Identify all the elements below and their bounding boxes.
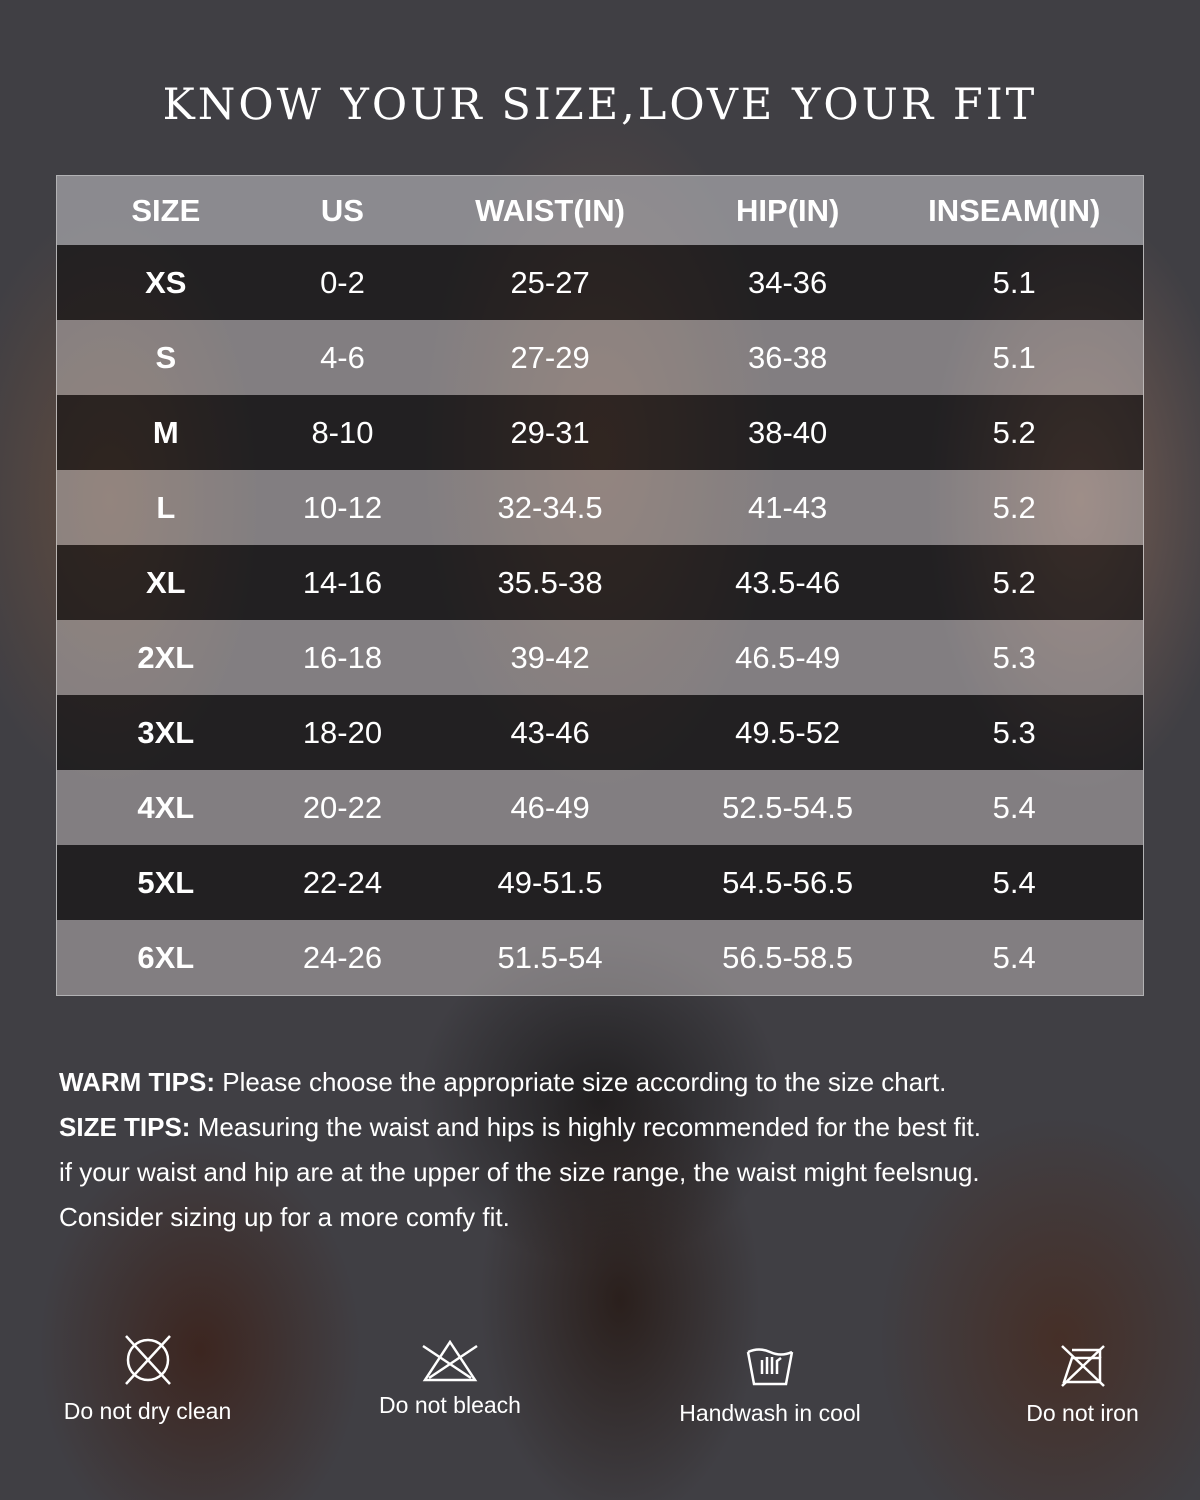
table-cell: 34-36 [748, 264, 828, 300]
table-cell: 46-49 [510, 789, 590, 825]
table-cell: 5.2 [992, 414, 1036, 450]
table-cell: 20-22 [302, 789, 383, 825]
do-not-bleach-icon [422, 1340, 478, 1382]
warm-tips-text: Please choose the appropriate size accor… [215, 1067, 947, 1097]
table-cell: 5.3 [992, 639, 1036, 675]
size-tips-label: SIZE TIPS: [59, 1112, 191, 1142]
table-cell: 41-43 [748, 489, 828, 525]
do-not-dry-clean-icon [124, 1335, 171, 1385]
header-cell: SIZE [131, 192, 201, 228]
table-cell: 38-40 [748, 414, 828, 450]
size-cell: XS [145, 264, 187, 300]
table-cell: 52.5-54.5 [722, 789, 854, 825]
table-cell: 14-16 [302, 564, 383, 600]
do-not-iron-icon [1060, 1345, 1105, 1387]
table-cell: 4-6 [320, 339, 365, 375]
table-cell: 51.5-54 [497, 939, 603, 975]
table-cell: 16-18 [302, 639, 383, 675]
size-cell: XL [145, 564, 186, 600]
table-cell: 56.5-58.5 [722, 939, 854, 975]
table-row: 3XL 18-20 43-46 49.5-52 5.3 [57, 695, 1143, 770]
tips-line: Consider sizing up for a more comfy fit. [59, 1202, 510, 1232]
size-cell: M [152, 414, 179, 450]
table-cell: 49.5-52 [735, 714, 841, 750]
warm-tips-label: WARM TIPS: [59, 1067, 215, 1097]
table-cell: 29-31 [510, 414, 590, 450]
table-cell: 35.5-38 [497, 564, 603, 600]
table-cell: 54.5-56.5 [722, 864, 854, 900]
table-cell: 36-38 [748, 339, 828, 375]
header-cell: INSEAM(IN) [928, 192, 1101, 228]
table-row: 2XL 16-18 39-42 46.5-49 5.3 [57, 620, 1143, 695]
table-cell: 24-26 [302, 939, 383, 975]
size-tips-text: Measuring the waist and hips is highly r… [190, 1112, 981, 1142]
table-cell: 32-34.5 [497, 489, 603, 525]
table-cell: 10-12 [302, 489, 383, 525]
size-cell: 4XL [137, 789, 195, 825]
table-cell: 5.4 [992, 939, 1036, 975]
table-row: S 4-6 27-29 36-38 5.1 [57, 320, 1143, 395]
size-cell: S [155, 339, 177, 375]
table-cell: 27-29 [510, 339, 590, 375]
table-cell: 49-51.5 [497, 864, 603, 900]
table-cell: 18-20 [302, 714, 383, 750]
care-item-iron: Do not iron [1000, 1344, 1165, 1427]
table-cell: 5.1 [992, 264, 1036, 300]
table-cell: 43.5-46 [735, 564, 841, 600]
table-row: 6XL 24-26 51.5-54 56.5-58.5 5.4 [57, 920, 1143, 995]
table-cell: 8-10 [311, 414, 374, 450]
care-label: Do not iron [1026, 1400, 1139, 1426]
table-cell: 5.4 [992, 864, 1036, 900]
header-cell: HIP(IN) [735, 192, 840, 228]
size-table: SIZE US WAIST(IN) HIP(IN) INSEAM(IN) XS 0… [56, 175, 1144, 996]
table-row: 4XL 20-22 46-49 52.5-54.5 5.4 [57, 770, 1143, 845]
table-row: XL 14-16 35.5-38 43.5-46 5.2 [57, 545, 1143, 620]
table-row: M 8-10 29-31 38-40 5.2 [57, 395, 1143, 470]
table-cell: 5.3 [992, 714, 1036, 750]
table-cell: 46.5-49 [735, 639, 841, 675]
size-cell: 3XL [137, 714, 195, 750]
size-cell: 5XL [137, 864, 195, 900]
care-label: Handwash in cool [679, 1400, 861, 1426]
table-cell: 39-42 [510, 639, 590, 675]
table-row: 5XL 22-24 49-51.5 54.5-56.5 5.4 [57, 845, 1143, 920]
table-cell: 43-46 [510, 714, 590, 750]
table-cell: 5.2 [992, 564, 1036, 600]
size-cell: 6XL [137, 939, 195, 975]
tips-line: if your waist and hip are at the upper o… [59, 1157, 980, 1187]
table-row: XS 0-2 25-27 34-36 5.1 [57, 245, 1143, 320]
page-title: KNOW YOUR SIZE,LOVE YOUR FIT [162, 80, 1038, 130]
handwash-icon [746, 1348, 794, 1386]
care-item-handwash: Handwash in cool [660, 1344, 880, 1427]
care-item-dry-clean: Do not dry clean [40, 1332, 255, 1425]
table-cell: 5.1 [992, 339, 1036, 375]
table-cell: 5.4 [992, 789, 1036, 825]
care-label: Do not bleach [379, 1392, 521, 1418]
size-cell: 2XL [137, 639, 195, 675]
tips: WARM TIPS: Please choose the appropriate… [59, 1060, 981, 1240]
table-cell: 5.2 [992, 489, 1036, 525]
header-cell: WAIST(IN) [475, 192, 625, 228]
header-cell: US [320, 192, 364, 228]
care-label: Do not dry clean [63, 1398, 232, 1424]
care-item-bleach: Do not bleach [350, 1340, 550, 1419]
size-cell: L [156, 489, 176, 525]
table-cell: 22-24 [302, 864, 383, 900]
table-cell: 25-27 [510, 264, 590, 300]
table-header: SIZE US WAIST(IN) HIP(IN) INSEAM(IN) [57, 176, 1143, 245]
table-cell: 0-2 [320, 264, 365, 300]
table-row: L 10-12 32-34.5 41-43 5.2 [57, 470, 1143, 545]
